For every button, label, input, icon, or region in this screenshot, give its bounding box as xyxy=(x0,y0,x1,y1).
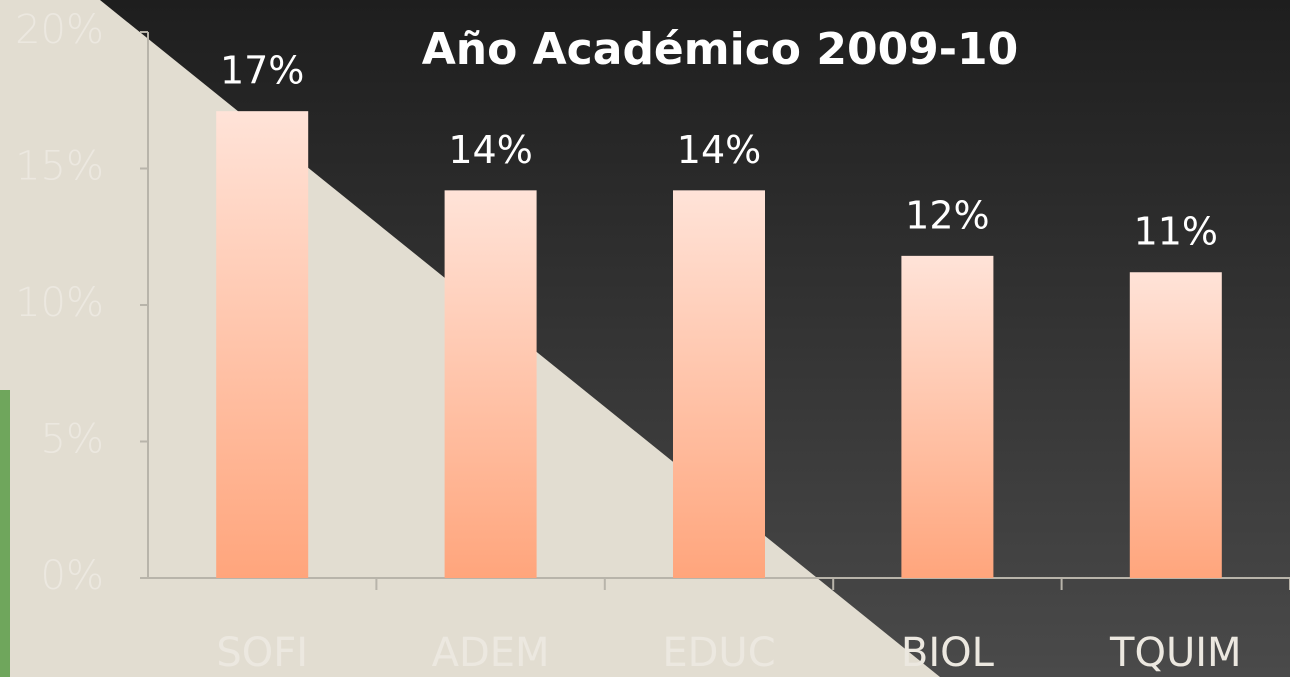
chart-title: Año Académico 2009-10 xyxy=(422,24,1019,75)
value-label: 17% xyxy=(220,49,304,93)
bar xyxy=(444,190,537,578)
x-tick-label: BIOL xyxy=(901,630,995,676)
bar xyxy=(673,190,765,578)
y-tick-label: 0% xyxy=(41,553,104,599)
bar xyxy=(1129,272,1222,578)
value-label: 14% xyxy=(677,128,761,172)
bar xyxy=(901,255,994,579)
value-label: 14% xyxy=(448,128,532,172)
x-tick-label: TQUIM xyxy=(1109,630,1242,676)
x-tick-label: EDUC xyxy=(662,630,775,676)
x-tick-label: ADEM xyxy=(432,630,550,676)
bar xyxy=(216,111,309,579)
x-tick-label: SOFI xyxy=(216,630,308,676)
side-strip xyxy=(0,390,10,677)
y-tick-label: 5% xyxy=(41,417,104,463)
y-tick-label: 10% xyxy=(15,280,104,326)
value-label: 11% xyxy=(1134,210,1218,254)
y-tick-label: 20% xyxy=(15,7,104,53)
y-tick-label: 15% xyxy=(15,144,104,190)
value-label: 12% xyxy=(905,193,989,237)
